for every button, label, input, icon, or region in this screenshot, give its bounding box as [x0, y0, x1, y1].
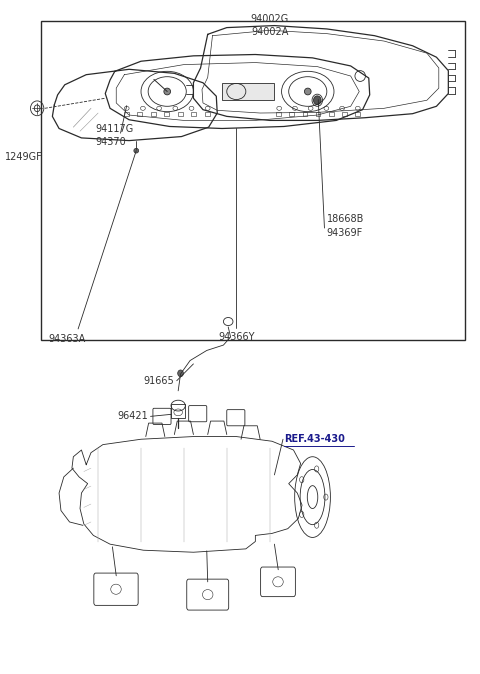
Bar: [178, 112, 182, 117]
Bar: [302, 112, 307, 117]
Text: 18668B
94369F: 18668B 94369F: [327, 214, 364, 238]
Bar: [222, 83, 275, 100]
Bar: [151, 112, 156, 117]
Bar: [342, 112, 347, 117]
Text: 94002G
94002A: 94002G 94002A: [251, 14, 289, 37]
Bar: [171, 404, 185, 418]
Bar: [41, 21, 465, 340]
Text: REF.43-430: REF.43-430: [284, 434, 345, 444]
Text: 94366Y: 94366Y: [218, 332, 254, 342]
Bar: [164, 112, 169, 117]
Text: 94117G
94370: 94117G 94370: [96, 123, 134, 147]
Ellipse shape: [134, 148, 139, 153]
Text: 1249GF: 1249GF: [5, 152, 43, 162]
Bar: [329, 112, 334, 117]
Text: 94363A: 94363A: [48, 334, 86, 344]
Ellipse shape: [313, 96, 321, 104]
Bar: [316, 112, 321, 117]
Text: 96421: 96421: [118, 411, 148, 421]
Bar: [137, 112, 142, 117]
Bar: [124, 112, 129, 117]
Text: 91665: 91665: [144, 375, 174, 386]
Bar: [192, 112, 196, 117]
Ellipse shape: [178, 370, 183, 377]
Bar: [205, 112, 210, 117]
Ellipse shape: [304, 88, 311, 95]
Ellipse shape: [164, 88, 170, 95]
Bar: [355, 112, 360, 117]
Bar: [276, 112, 281, 117]
Bar: [289, 112, 294, 117]
